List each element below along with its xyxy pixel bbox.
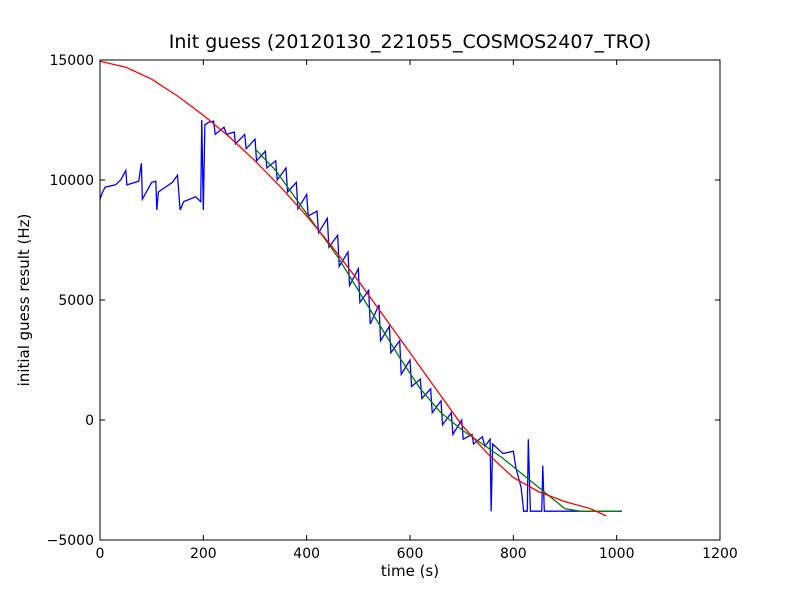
y-tick-label-1: 0 [85, 413, 94, 429]
y-axis: −5000 0 5000 10000 15000 [47, 53, 720, 549]
y-axis-label: initial guess result (Hz) [15, 214, 33, 387]
chart-title: Init guess (20120130_221055_COSMOS2407_T… [169, 31, 651, 53]
x-tick-label-4: 800 [500, 546, 527, 562]
y-tick-label-4: 15000 [49, 53, 94, 69]
series-layer [100, 60, 622, 517]
x-tick-label-2: 400 [293, 546, 320, 562]
y-tick-label-3: 10000 [49, 173, 94, 189]
x-tick-label-1: 200 [190, 546, 217, 562]
series-line-2 [100, 60, 607, 517]
x-tick-label-5: 1000 [599, 546, 635, 562]
y-tick-label-2: 5000 [58, 293, 94, 309]
x-tick-label-6: 1200 [702, 546, 738, 562]
x-tick-label-0: 0 [96, 546, 105, 562]
x-tick-label-3: 600 [397, 546, 424, 562]
series-line-0 [100, 119, 622, 512]
x-axis-label: time (s) [381, 562, 439, 580]
y-tick-label-0: −5000 [47, 533, 94, 549]
x-axis: 0 200 400 600 800 1000 1200 [96, 60, 738, 562]
plot-area [100, 60, 622, 517]
